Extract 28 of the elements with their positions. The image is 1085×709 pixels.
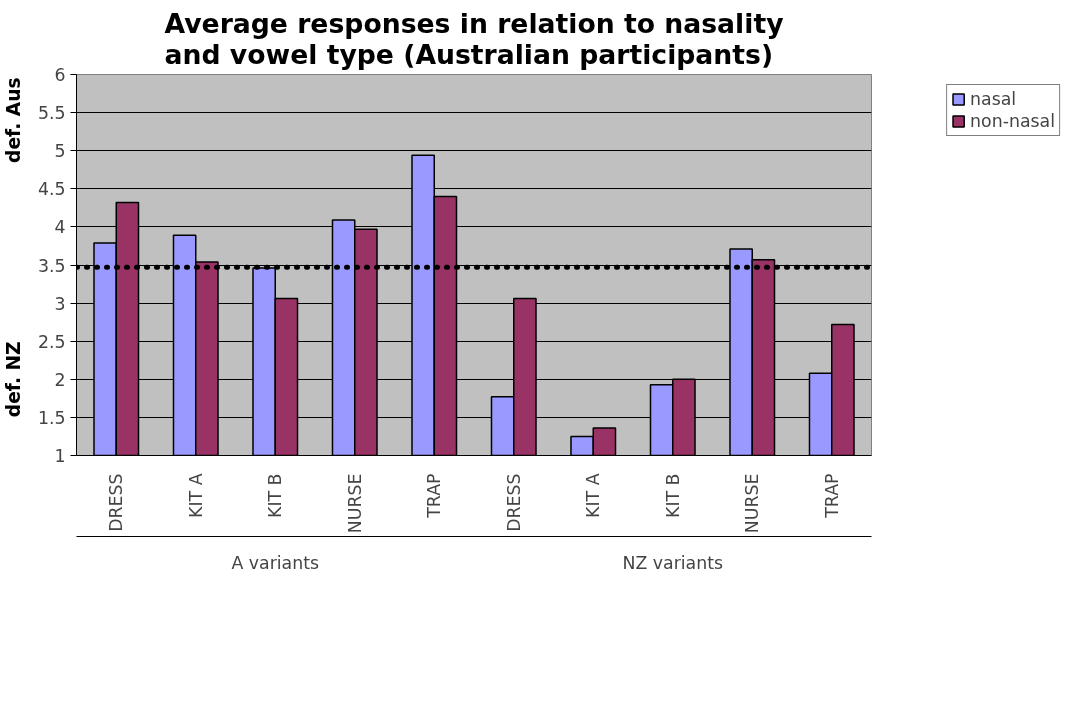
y-tick-label: 1.5 xyxy=(37,407,66,428)
chart-title: Average responses in relation to nasality and vowel type (Australian participants) xyxy=(164,7,784,70)
x-tick-label: DRESS xyxy=(503,473,524,532)
x-tick-label: NURSE xyxy=(742,473,763,534)
y-tick-label: 2 xyxy=(54,369,66,390)
text: NZ variants xyxy=(622,552,724,573)
x-tick-label: TRAP xyxy=(821,473,842,519)
legend-label: nasal xyxy=(970,89,1017,109)
text: def. NZ xyxy=(3,341,25,418)
text: A variants xyxy=(231,552,320,573)
x-tick-label: KIT A xyxy=(185,473,206,518)
y-tick-label: 1 xyxy=(54,446,66,466)
y-tick-label: 4 xyxy=(54,217,66,238)
y-tick-label: 2.5 xyxy=(37,331,66,352)
x-tick-label: KIT B xyxy=(662,473,683,518)
y-tick-label: 4.5 xyxy=(37,179,66,200)
x-tick-label: KIT A xyxy=(583,473,604,518)
y-tick-label: 5 xyxy=(54,141,66,162)
y-tick-label: 5.5 xyxy=(37,103,66,124)
legend-label: non-nasal xyxy=(970,111,1055,131)
x-tick-label: NURSE xyxy=(344,473,365,534)
text: def. Aus xyxy=(3,77,25,163)
x-tick-label: TRAP xyxy=(424,473,445,519)
y-tick-label: 6 xyxy=(54,65,66,85)
y-tick-label: 3.5 xyxy=(37,255,66,276)
x-tick-label: KIT B xyxy=(265,473,286,518)
y-tick-label: 3 xyxy=(54,293,66,314)
x-tick-label: DRESS xyxy=(106,473,127,532)
